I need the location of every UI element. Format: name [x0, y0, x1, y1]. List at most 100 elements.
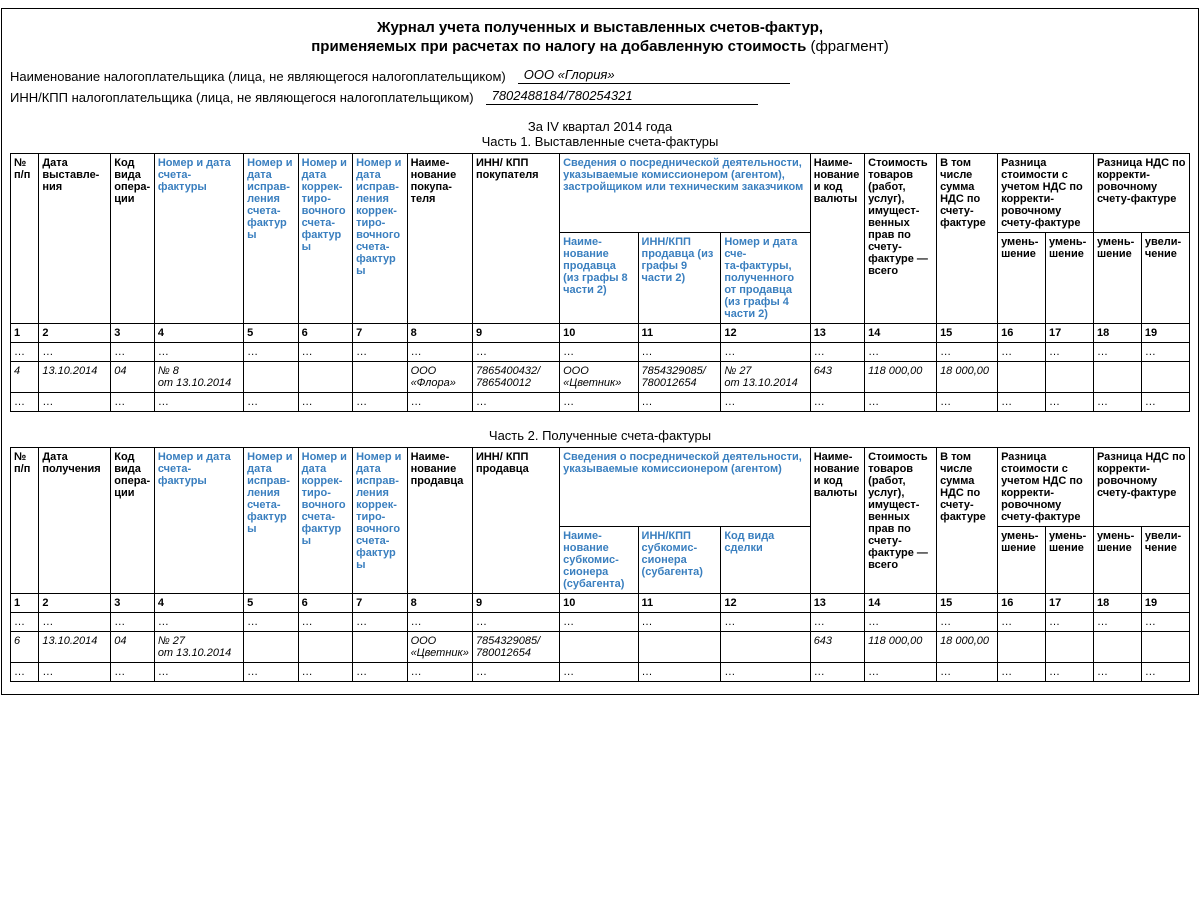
table-row: 413.10.201404№ 8от 13.10.2014ООО «Флора»… [11, 361, 1190, 392]
cell: … [111, 342, 155, 361]
cell [298, 631, 352, 662]
meta-row-inn: ИНН/КПП налогоплательщика (лица, не явля… [10, 88, 1190, 105]
cell: … [472, 342, 559, 361]
title-line-1: Журнал учета полученных и выставленных с… [377, 19, 823, 36]
col-number: 14 [865, 593, 937, 612]
cell: … [1093, 392, 1141, 411]
table-row: ………………………………………………… [11, 392, 1190, 411]
cell: 7854329085/780012654 [638, 361, 721, 392]
cell: … [472, 392, 559, 411]
part1-title: Часть 1. Выставленные счета-фактуры [10, 134, 1190, 149]
cell: … [1141, 392, 1189, 411]
cell: … [407, 612, 472, 631]
cell: 4 [11, 361, 39, 392]
col-header: Номер и дата исправ-ления коррек-тиро-во… [353, 447, 407, 593]
col-number: 7 [353, 593, 407, 612]
cell: … [1141, 342, 1189, 361]
cell: … [472, 612, 559, 631]
cell: … [865, 342, 937, 361]
cell [721, 631, 810, 662]
col-number: 4 [154, 323, 243, 342]
col-number: 10 [560, 593, 638, 612]
cell: … [937, 392, 998, 411]
cell: № 27от 13.10.2014 [721, 361, 810, 392]
cell: … [1046, 662, 1094, 681]
col-header: умень-шение [998, 526, 1046, 593]
title-fragment: (фрагмент) [810, 38, 888, 55]
col-header: ИНН/КПП субкомис-сионера (субагента) [638, 526, 721, 593]
cell: … [721, 662, 810, 681]
cell: 7854329085/780012654 [472, 631, 559, 662]
col-header: Наиме-нование покупа-теля [407, 153, 472, 323]
table-row: 613.10.201404№ 27от 13.10.2014ООО «Цветн… [11, 631, 1190, 662]
meta-row-name: Наименование налогоплательщика (лица, не… [10, 67, 1190, 84]
col-header: умень-шение [1046, 232, 1094, 323]
cell: … [1093, 342, 1141, 361]
cell: … [39, 342, 111, 361]
cell: … [560, 342, 638, 361]
col-header: Номер и дата сче-та-фактуры, полученного… [721, 232, 810, 323]
cell: ООО «Цветник» [407, 631, 472, 662]
col-number: 8 [407, 593, 472, 612]
table-row: ………………………………………………… [11, 612, 1190, 631]
cell: … [298, 342, 352, 361]
cell [638, 631, 721, 662]
cell: 13.10.2014 [39, 361, 111, 392]
cell: 643 [810, 631, 864, 662]
meta-name-value: ООО «Глория» [518, 67, 790, 84]
cell: … [638, 392, 721, 411]
table-part1: № п/пДата выставле-нияКод вида опера-ции… [10, 153, 1190, 412]
cell: … [111, 612, 155, 631]
cell [1093, 631, 1141, 662]
col-header: Наиме-нование продавца (из графы 8 части… [560, 232, 638, 323]
col-header: № п/п [11, 447, 39, 593]
cell [998, 631, 1046, 662]
cell: … [1141, 662, 1189, 681]
col-header: № п/п [11, 153, 39, 323]
cell: … [111, 392, 155, 411]
col-number: 18 [1093, 323, 1141, 342]
col-number: 19 [1141, 593, 1189, 612]
cell [353, 631, 407, 662]
cell: … [937, 612, 998, 631]
cell: 04 [111, 361, 155, 392]
cell: … [353, 342, 407, 361]
col-header: Разница стоимости с учетом НДС по коррек… [998, 447, 1094, 526]
col-header: Код вида опера-ции [111, 447, 155, 593]
cell: … [998, 342, 1046, 361]
cell: … [810, 662, 864, 681]
col-number: 9 [472, 593, 559, 612]
col-header: Дата выставле-ния [39, 153, 111, 323]
cell: … [407, 392, 472, 411]
col-header: В том числе сумма НДС по счету-фактуре [937, 447, 998, 593]
col-number: 6 [298, 593, 352, 612]
col-header: Номер и дата исправ-ления коррек-тиро-во… [353, 153, 407, 323]
cell [244, 361, 298, 392]
col-number: 10 [560, 323, 638, 342]
col-number: 1 [11, 323, 39, 342]
cell: … [244, 392, 298, 411]
cell [1046, 361, 1094, 392]
col-number: 16 [998, 593, 1046, 612]
col-header: Наиме-нование и код валюты [810, 153, 864, 323]
cell: … [560, 612, 638, 631]
cell: … [39, 392, 111, 411]
cell: … [865, 392, 937, 411]
cell: … [1093, 662, 1141, 681]
col-number: 18 [1093, 593, 1141, 612]
col-number: 11 [638, 593, 721, 612]
cell [1141, 361, 1189, 392]
col-header: Наиме-нование и код валюты [810, 447, 864, 593]
cell: … [560, 392, 638, 411]
cell: … [1046, 342, 1094, 361]
col-number: 2 [39, 593, 111, 612]
cell: … [407, 662, 472, 681]
cell: 643 [810, 361, 864, 392]
col-number: 11 [638, 323, 721, 342]
cell: … [1141, 612, 1189, 631]
col-number: 12 [721, 593, 810, 612]
col-number: 15 [937, 593, 998, 612]
col-number: 13 [810, 323, 864, 342]
cell: 18 000,00 [937, 361, 998, 392]
cell: … [244, 342, 298, 361]
